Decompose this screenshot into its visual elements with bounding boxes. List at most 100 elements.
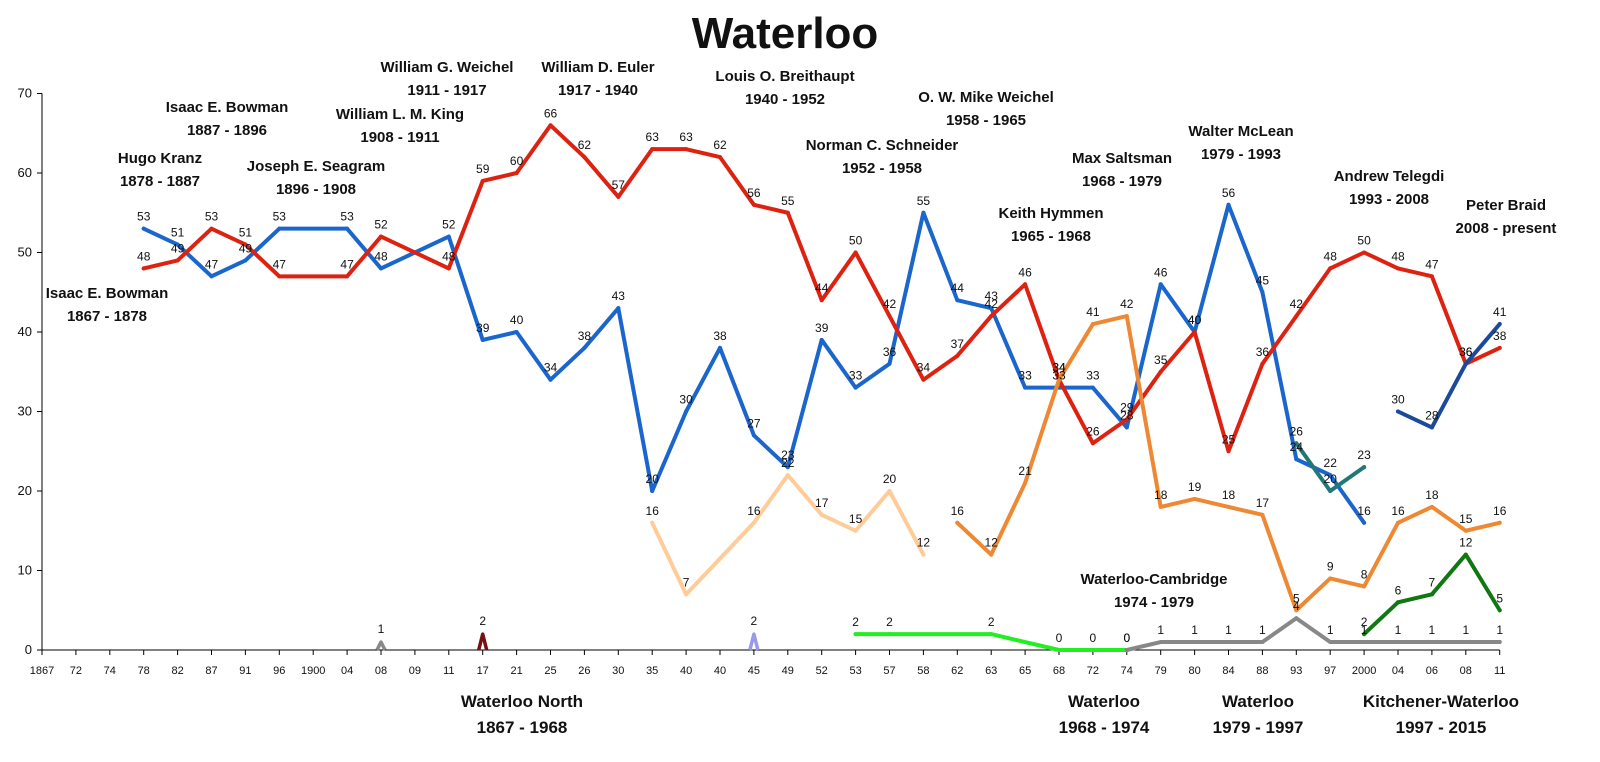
data-label: 36 <box>1459 345 1473 359</box>
x-tick-label: 57 <box>883 665 895 677</box>
x-tick-label: 40 <box>680 665 692 677</box>
x-tick-label: 72 <box>1087 665 1099 677</box>
data-label: 33 <box>849 369 863 383</box>
data-label: 30 <box>679 393 693 407</box>
data-label: 53 <box>273 210 287 224</box>
y-tick-label: 10 <box>18 563 32 578</box>
series-line-5 <box>1124 616 1502 652</box>
data-point <box>1429 274 1434 279</box>
data-point <box>175 242 180 247</box>
series <box>141 123 1502 652</box>
data-label: 46 <box>1018 265 1032 279</box>
data-point <box>582 155 587 160</box>
y-tick-label: 60 <box>18 165 32 180</box>
x-tick-label: 11 <box>443 665 454 677</box>
x-tick-label: 30 <box>612 665 624 677</box>
x-tick-label: 74 <box>1121 665 1133 677</box>
data-label: 28 <box>1425 408 1439 422</box>
data-label: 52 <box>374 218 388 232</box>
data-point <box>446 266 451 271</box>
data-label: 40 <box>510 313 524 327</box>
data-point <box>887 632 892 637</box>
data-point <box>955 520 960 525</box>
member-annotation: 1993 - 2008 <box>1349 191 1429 208</box>
data-label: 48 <box>137 249 151 263</box>
data-point <box>1226 504 1231 509</box>
member-annotation: 2008 - present <box>1456 220 1557 237</box>
member-annotation: Andrew Telegdi <box>1334 168 1445 185</box>
data-label: 19 <box>1188 480 1202 494</box>
x-tick-label: 17 <box>477 665 489 677</box>
member-annotation: 1867 - 1878 <box>67 308 147 325</box>
data-point <box>921 552 926 557</box>
data-label: 53 <box>205 210 219 224</box>
x-tick-label: 45 <box>748 665 760 677</box>
data-point <box>751 433 756 438</box>
member-annotation: 1968 - 1979 <box>1082 173 1162 190</box>
data-point <box>1090 648 1095 652</box>
data-point <box>1124 425 1129 430</box>
data-label: 1 <box>1225 623 1232 637</box>
member-annotation: Hugo Kranz <box>118 150 202 167</box>
data-label: 55 <box>917 194 931 208</box>
data-point <box>141 226 146 231</box>
riding-label: 1979 - 1997 <box>1213 718 1304 737</box>
data-point <box>718 345 722 350</box>
data-label: 4 <box>1293 599 1300 613</box>
data-label: 2 <box>1361 615 1368 629</box>
data-label: 34 <box>1052 361 1066 375</box>
y-tick-label: 30 <box>18 404 32 419</box>
data-label: 53 <box>340 210 354 224</box>
data-point <box>1396 600 1400 605</box>
riding-label: 1867 - 1968 <box>477 718 568 737</box>
data-label: 52 <box>442 218 456 232</box>
data-label: 42 <box>985 297 999 311</box>
data-point <box>1090 322 1095 327</box>
data-point <box>379 234 383 239</box>
data-label: 1 <box>378 622 385 636</box>
data-label: 39 <box>815 321 829 335</box>
data-label: 51 <box>239 226 253 240</box>
data-point <box>1294 314 1299 319</box>
member-annotation: Keith Hymmen <box>998 205 1103 222</box>
data-label: 30 <box>1391 393 1405 407</box>
data-label: 2 <box>886 615 893 629</box>
data-label: 34 <box>1052 361 1066 375</box>
data-point <box>345 226 350 231</box>
data-point <box>1429 504 1434 509</box>
data-label: 56 <box>1222 186 1236 200</box>
data-label: 47 <box>205 257 219 271</box>
data-label: 0 <box>1123 631 1130 645</box>
data-point <box>1362 520 1367 525</box>
data-label: 49 <box>171 241 185 255</box>
member-annotation: Max Saltsman <box>1072 150 1172 167</box>
data-label: 24 <box>1290 440 1304 454</box>
member-annotation: 1878 - 1887 <box>120 173 200 190</box>
data-label: 39 <box>476 321 490 335</box>
data-label: 34 <box>544 361 558 375</box>
x-tick-label: 65 <box>1019 665 1031 677</box>
data-label: 22 <box>781 456 795 470</box>
data-point <box>1328 576 1333 581</box>
data-point <box>446 234 451 239</box>
x-tick-label: 82 <box>171 665 183 677</box>
data-label: 48 <box>1391 249 1405 263</box>
data-point <box>1226 449 1231 454</box>
data-point <box>819 298 824 303</box>
data-point <box>1396 520 1400 525</box>
data-label: 1 <box>1462 623 1469 637</box>
member-annotation: Norman C. Schneider <box>806 137 959 154</box>
data-label: 1 <box>1496 623 1503 637</box>
x-tick-label: 1867 <box>30 665 54 677</box>
data-point <box>921 210 926 215</box>
data-label: 2 <box>852 615 859 629</box>
member-annotation: Walter McLean <box>1188 123 1293 140</box>
data-point <box>1362 632 1367 637</box>
data-label: 48 <box>374 249 388 263</box>
member-annotation: 1911 - 1917 <box>407 82 486 99</box>
data-label: 63 <box>679 130 693 144</box>
x-tick-label: 09 <box>409 665 421 677</box>
